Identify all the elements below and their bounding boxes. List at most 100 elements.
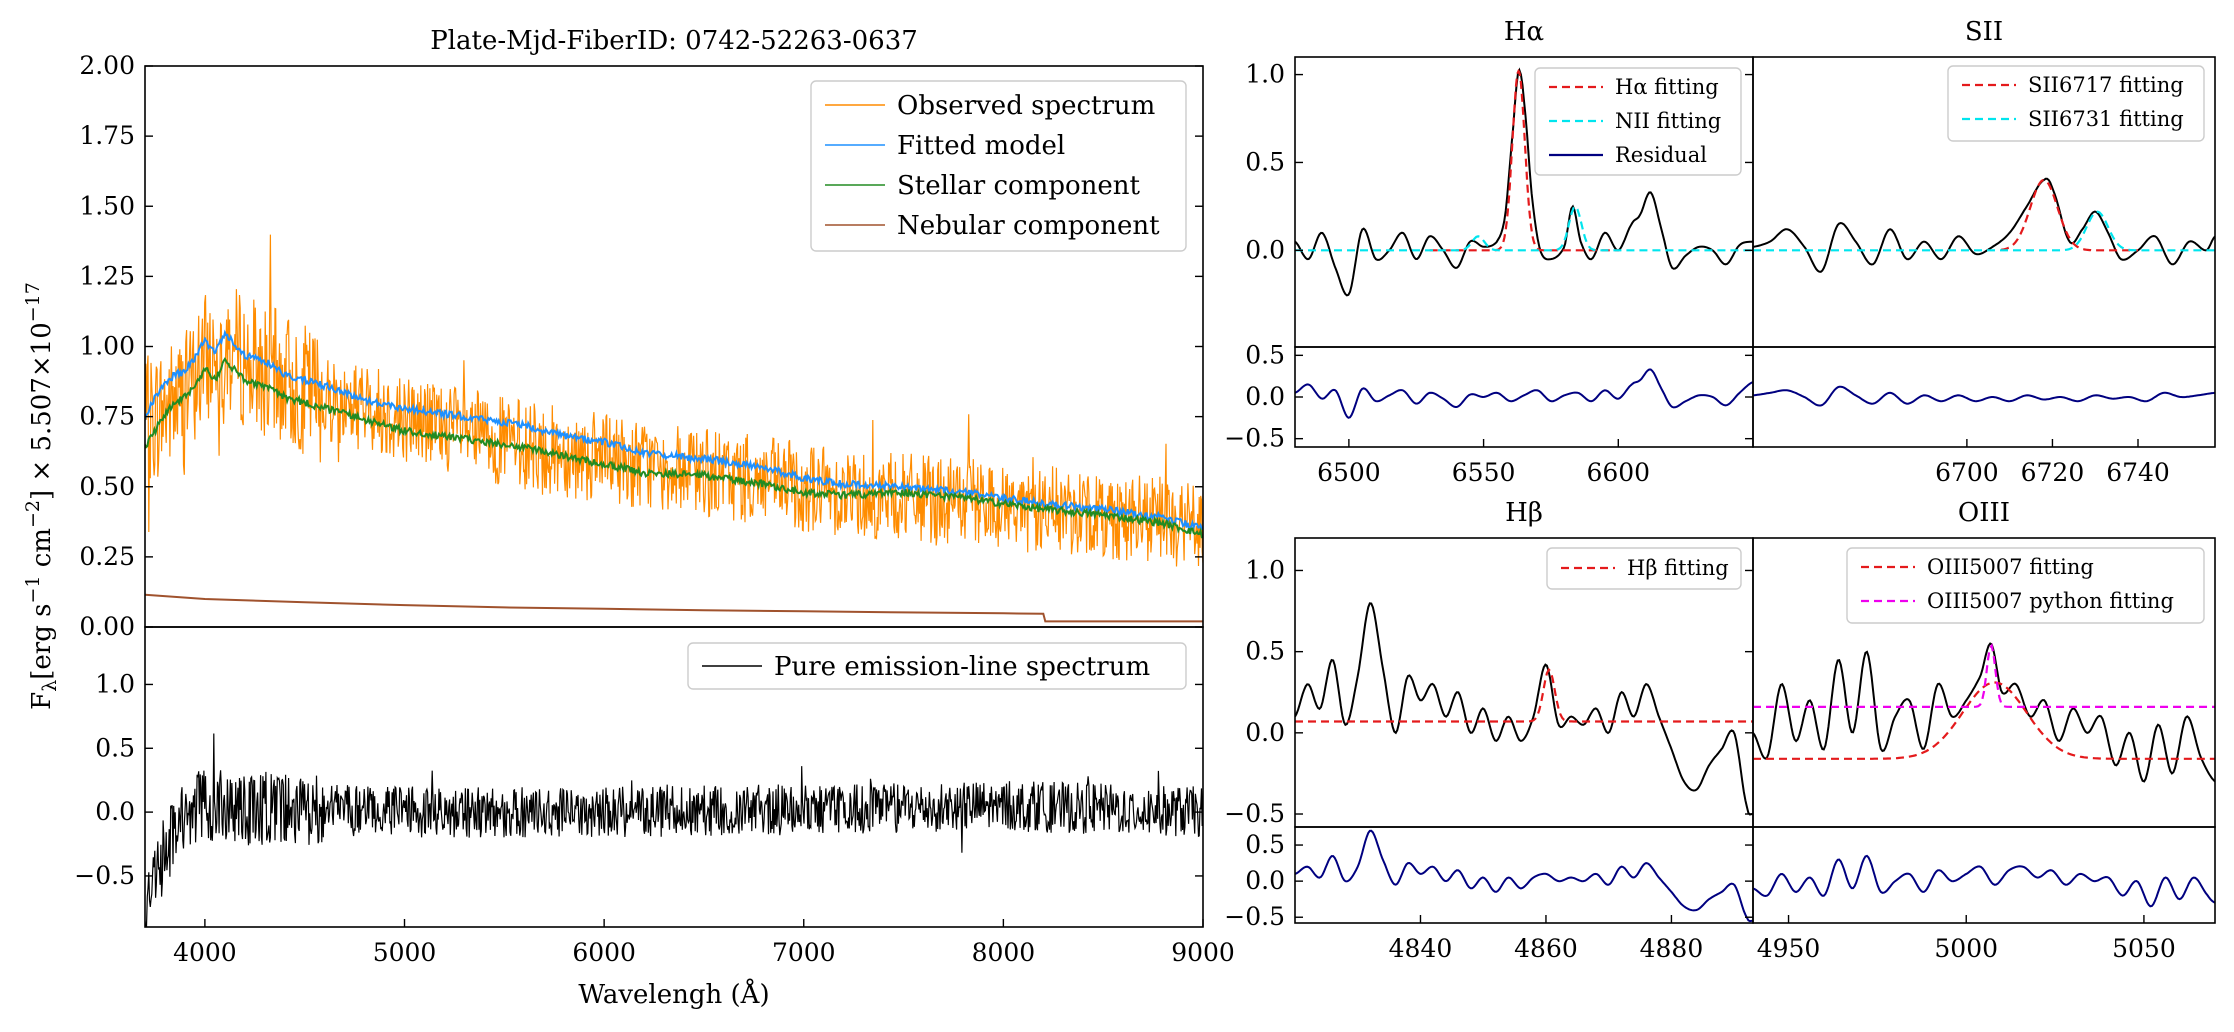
full-legend-label: Nebular component	[897, 211, 1160, 241]
full-legend-box	[810, 80, 1187, 252]
hbeta-legend-label: Hβ fitting	[1627, 556, 1729, 580]
oiii-series-group	[1753, 642, 2215, 783]
halpha-res-ytick-label: −0.5	[1224, 424, 1285, 453]
halpha-series-group	[1295, 67, 1753, 297]
hbeta-series-group	[1295, 602, 1753, 816]
emission-legend-box	[687, 642, 1187, 690]
hbeta-series-data	[1295, 602, 1753, 816]
halpha-res-ytick-label: 0.5	[1245, 340, 1285, 369]
title-sii: SII	[1965, 17, 2003, 47]
halpha-res-xtick-label: 6500	[1317, 458, 1381, 487]
emission-xtick-label: 6000	[572, 938, 636, 967]
panel-hbeta: −0.5 0.0 0.5 1.0	[1224, 537, 1754, 828]
title-oiii: OIII	[1958, 498, 2010, 528]
sii-legend-label: SII6731 fitting	[2028, 107, 2184, 131]
emission-xtick-label: 8000	[972, 938, 1036, 967]
full-ytick-label: 1.00	[79, 332, 135, 361]
hbeta-ytick-label: 1.0	[1245, 555, 1285, 584]
oiii-res-xtick-label: 5050	[2112, 934, 2176, 963]
hbeta-res-frame	[1294, 826, 1754, 924]
halpha-res-xtick-label: 6600	[1586, 458, 1650, 487]
y-axis-label: Fλ[erg s−1 cm−2] × 5.507×10−17	[22, 282, 61, 710]
halpha-res-series-group	[1295, 368, 1753, 419]
emission-legend: Pure emission-line spectrum	[687, 642, 1187, 690]
full-series-stellar-component	[145, 356, 1203, 539]
oiii-res-xtick-label: 5000	[1934, 934, 1998, 963]
sii-res-xtick-label: 6700	[1935, 458, 1999, 487]
panel-halpha-residual: −0.5 0.0 0.5 6500 6550 6600	[1224, 340, 1754, 487]
hbeta-res-xtick-label: 4860	[1514, 934, 1578, 963]
oiii-res-series-residual	[1753, 854, 2215, 908]
halpha-res-series-residual	[1295, 368, 1753, 419]
hbeta-ytick-label: −0.5	[1224, 799, 1285, 828]
sii-legend: SII6717 fitting SII6731 fitting	[1947, 65, 2205, 142]
hbeta-res-xtick-label: 4840	[1389, 934, 1453, 963]
full-legend-label: Stellar component	[897, 171, 1141, 201]
hbeta-res-ytick-label: 0.5	[1245, 830, 1285, 859]
y-label-part-6: ] × 5.507×10	[27, 322, 57, 500]
emission-xtick-label: 5000	[373, 938, 437, 967]
full-series-nebular-component	[145, 593, 1203, 623]
halpha-ytick-label: 0.0	[1245, 235, 1285, 264]
halpha-legend-label: NII fitting	[1615, 109, 1721, 133]
halpha-series-nii-fitting	[1295, 204, 1753, 252]
chart-title: Plate-Mjd-FiberID: 0742-52263-0637	[430, 26, 918, 56]
oiii-legend-box	[1846, 547, 2205, 624]
sii-series-data	[1753, 177, 2215, 273]
hbeta-ytick-label: 0.5	[1245, 637, 1285, 666]
sii-series-sii6731-fitting	[1753, 210, 2215, 252]
emission-series-pure-emission-line-spectrum	[145, 733, 1203, 927]
panel-oiii-residual: 4950 5000 5050	[1752, 826, 2216, 963]
panel-hbeta-residual: −0.5 0.0 0.5 4840 4860 4880	[1224, 826, 1754, 963]
halpha-series-h-fitting	[1429, 69, 1619, 252]
hbeta-legend: Hβ fitting	[1546, 547, 1742, 590]
hbeta-legend-box	[1546, 547, 1742, 590]
oiii-res-frame	[1752, 826, 2216, 924]
x-axis-label: Wavelengh (Å)	[578, 978, 769, 1010]
oiii-series-data	[1753, 642, 2215, 783]
halpha-res-frame	[1294, 346, 1754, 448]
emission-frame	[144, 626, 1204, 928]
oiii-legend-label: OIII5007 python fitting	[1927, 589, 2174, 613]
y-label-part-3: −1	[22, 576, 44, 604]
hbeta-res-ytick-label: 0.0	[1245, 866, 1285, 895]
full-ytick-label: 2.00	[79, 51, 135, 80]
oiii-series-oiii5007-fitting	[1753, 681, 2215, 760]
sii-res-series-residual	[1753, 385, 2215, 407]
emission-xtick-label: 7000	[772, 938, 836, 967]
oiii-res-xtick-label: 4950	[1757, 934, 1821, 963]
emission-xtick-label: 9000	[1171, 938, 1235, 967]
halpha-ytick-label: 1.0	[1245, 60, 1285, 89]
halpha-res-xtick-label: 6550	[1452, 458, 1516, 487]
full-ytick-label: 0.25	[79, 542, 135, 571]
y-label-part-0: F	[27, 692, 57, 710]
emission-ytick-label: −0.5	[74, 861, 135, 890]
full-ytick-label: 1.50	[79, 191, 135, 220]
hbeta-res-xtick-label: 4880	[1640, 934, 1704, 963]
emission-ytick-label: 0.0	[95, 797, 135, 826]
y-label-part-5: −2	[22, 500, 44, 528]
oiii-legend: OIII5007 fitting OIII5007 python fitting	[1846, 547, 2205, 624]
oiii-series-oiii5007-python-fitting	[1753, 643, 2215, 708]
y-label-part-7: −17	[22, 282, 44, 322]
full-ytick-label: 0.50	[79, 472, 135, 501]
full-legend-label: Observed spectrum	[897, 91, 1155, 121]
hbeta-res-ytick-label: −0.5	[1224, 902, 1285, 931]
full-series-fitted-model	[145, 329, 1203, 531]
halpha-res-ytick-label: 0.0	[1245, 382, 1285, 411]
sii-legend-label: SII6717 fitting	[2028, 73, 2184, 97]
emission-ytick-label: 1.0	[95, 669, 135, 698]
halpha-legend-label: Residual	[1615, 143, 1707, 167]
oiii-res-series-group	[1753, 854, 2215, 908]
full-ytick-label: 0.00	[79, 612, 135, 641]
sii-series-group	[1753, 177, 2215, 273]
full-legend-label: Fitted model	[897, 131, 1065, 161]
panel-sii-residual: 6700 6720 6740	[1752, 346, 2216, 487]
hbeta-res-series-residual	[1295, 829, 1753, 923]
full-series-group	[145, 234, 1203, 623]
hbeta-series-h-fitting	[1295, 667, 1753, 723]
y-label-part-1: λ	[39, 680, 61, 692]
y-label-part-2: [erg s	[27, 604, 57, 680]
hbeta-ytick-label: 0.0	[1245, 718, 1285, 747]
